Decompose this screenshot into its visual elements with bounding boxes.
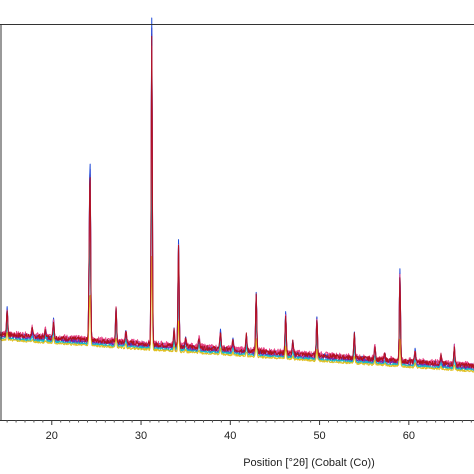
x-tick-label-60: 60 <box>403 430 415 442</box>
series-line-6 <box>0 45 474 368</box>
x-tick-label-20: 20 <box>46 430 58 442</box>
x-tick-label-40: 40 <box>224 430 236 442</box>
series-line-2 <box>0 27 474 371</box>
series-line-1 <box>0 33 474 369</box>
series-line-7 <box>0 35 474 369</box>
series-line-5 <box>0 255 474 373</box>
series-layer <box>0 17 474 373</box>
series-line-3 <box>0 17 474 367</box>
ticks-layer: 20 30 40 50 60 <box>6 420 472 442</box>
x-tick-label-30: 30 <box>135 430 147 442</box>
x-tick-label-50: 50 <box>313 430 325 442</box>
x-axis-title: Position [°2θ] (Cobalt (Co)) <box>243 457 375 469</box>
